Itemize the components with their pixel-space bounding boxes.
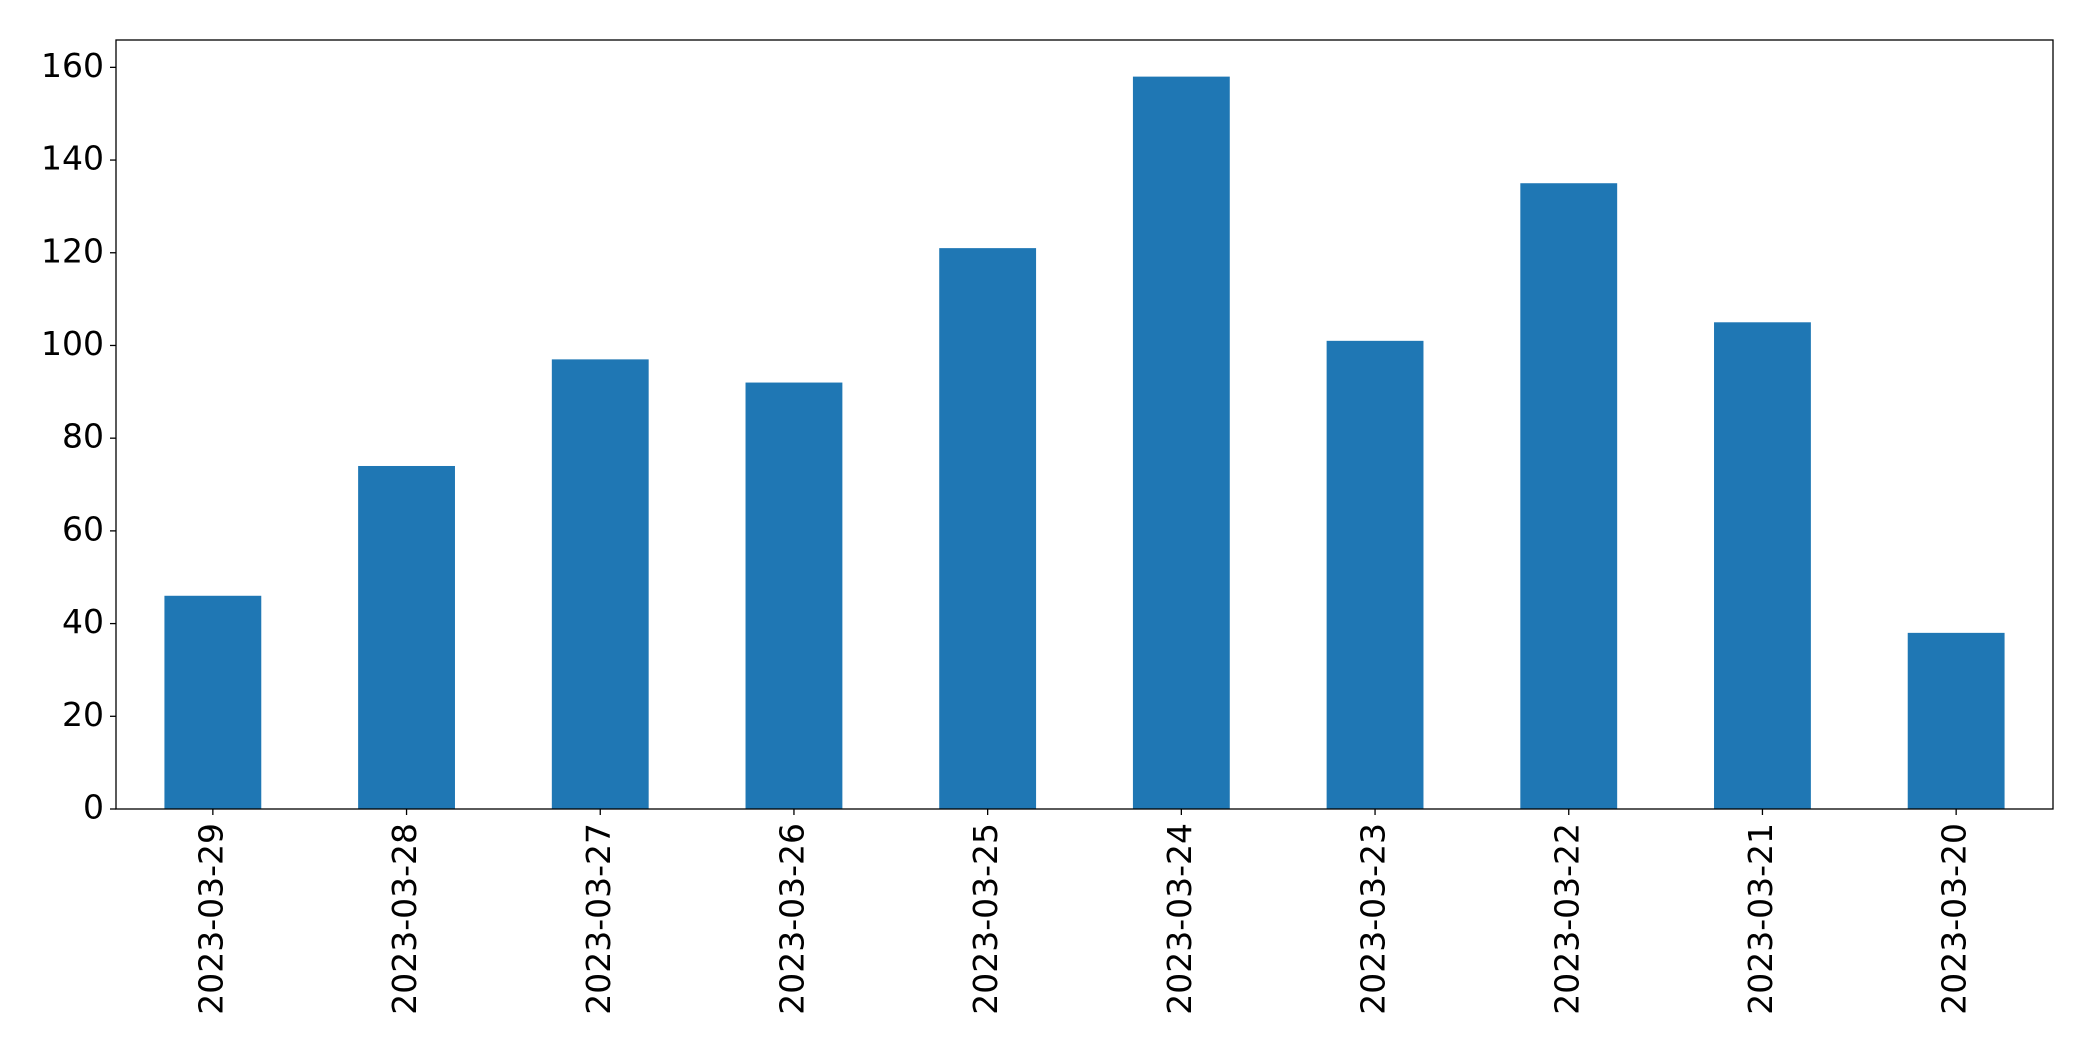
bar <box>939 248 1037 809</box>
y-tick-label: 100 <box>41 324 104 363</box>
bar <box>1132 76 1230 810</box>
x-tick-label: 2023-03-28 <box>385 823 424 1015</box>
x-tick-label: 2023-03-25 <box>966 823 1005 1015</box>
bar <box>358 465 455 809</box>
x-tick-label: 2023-03-27 <box>579 823 618 1015</box>
y-tick-label: 0 <box>83 788 104 827</box>
y-tick-label: 60 <box>62 509 104 548</box>
bar <box>1520 183 1618 810</box>
x-tick-label: 2023-03-23 <box>1354 823 1393 1015</box>
plot-frame <box>115 39 2054 810</box>
bar <box>1326 340 1424 809</box>
x-tick-label: 2023-03-21 <box>1741 823 1780 1015</box>
y-tick-label: 160 <box>41 46 104 85</box>
x-tick-label: 2023-03-22 <box>1547 823 1586 1015</box>
y-tick-label: 40 <box>62 602 104 641</box>
bar <box>551 359 649 809</box>
x-tick-label: 2023-03-20 <box>1935 823 1974 1015</box>
x-tick-label: 2023-03-29 <box>191 823 230 1015</box>
bar <box>1907 632 2005 809</box>
y-tick-label: 140 <box>41 139 104 178</box>
x-tick-label: 2023-03-24 <box>1160 823 1199 1015</box>
bar <box>745 382 843 809</box>
y-tick-label: 20 <box>62 695 104 734</box>
y-tick-label: 80 <box>62 417 104 456</box>
bar <box>164 595 262 809</box>
bar <box>1714 322 1811 809</box>
x-tick-label: 2023-03-26 <box>772 823 811 1015</box>
y-tick-label: 120 <box>41 231 104 270</box>
